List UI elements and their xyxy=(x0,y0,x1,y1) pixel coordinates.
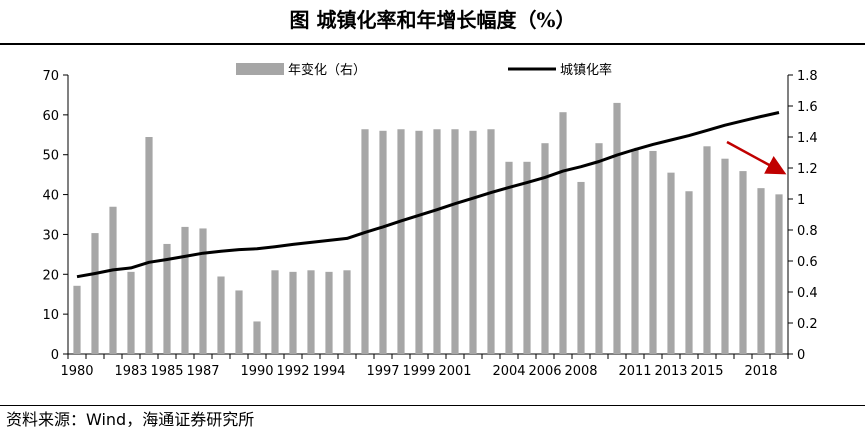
chart-title: 图 城镇化率和年增长幅度（%） xyxy=(289,8,576,32)
urbanization-chart: 0 10 20 30 40 50 60 70 0 0.2 0.4 0.6 0.8 1 1.2 1.4 1.6 1.… xyxy=(42,62,817,379)
bar xyxy=(235,290,243,354)
bar xyxy=(415,130,423,354)
right-tick-label: 0 xyxy=(797,348,805,363)
x-tick-label: 1987 xyxy=(186,364,219,379)
left-tick-label: 70 xyxy=(42,69,59,84)
bar xyxy=(613,102,621,355)
title-divider xyxy=(0,43,865,45)
x-tick-label: 1994 xyxy=(312,364,345,379)
right-tick-label: 1 xyxy=(797,193,805,208)
right-tick-label: 1.8 xyxy=(797,69,818,84)
bar xyxy=(433,129,441,354)
line-series xyxy=(76,111,780,279)
legend-label-line: 城镇化率 xyxy=(560,62,612,78)
x-tick-label: 2004 xyxy=(492,364,525,379)
legend-swatch-bar xyxy=(236,63,284,75)
bar xyxy=(541,143,549,354)
right-tick-label: 1.6 xyxy=(797,100,818,115)
chart-legend: 年变化（右） 城镇化率 xyxy=(236,62,612,78)
bar xyxy=(127,271,135,354)
source-divider xyxy=(0,405,865,406)
x-tick-label: 2008 xyxy=(564,364,597,379)
right-tick-label: 1.2 xyxy=(797,162,818,177)
bar xyxy=(163,243,171,354)
bar xyxy=(703,146,711,354)
x-tick-label: 1985 xyxy=(150,364,183,379)
right-tick-label: 0.2 xyxy=(797,317,818,332)
bar xyxy=(469,130,477,354)
x-tick-label: 1983 xyxy=(114,364,147,379)
x-tick-label: 1990 xyxy=(240,364,273,379)
left-tick-label: 40 xyxy=(42,189,59,204)
chart-annotations xyxy=(726,140,787,175)
bar xyxy=(505,161,513,354)
bar xyxy=(145,137,153,354)
bar xyxy=(343,270,351,354)
bar xyxy=(559,112,567,354)
bar xyxy=(685,191,693,354)
bar xyxy=(91,233,99,354)
right-tick-label: 0.8 xyxy=(797,224,818,239)
x-tick-label: 1992 xyxy=(276,364,309,379)
right-tick-label: 0.4 xyxy=(797,286,818,301)
bar xyxy=(721,158,729,354)
bar xyxy=(757,188,765,354)
red-arrow xyxy=(726,140,787,175)
bar xyxy=(739,171,747,354)
chart-axes: 0 10 20 30 40 50 60 70 0 0.2 0.4 0.6 0.8 1 1.2 1.4 1.6 1.… xyxy=(42,69,817,379)
bar xyxy=(289,271,297,354)
bar xyxy=(253,321,261,354)
source-note: 资料来源：Wind，海通证券研究所 xyxy=(6,410,255,429)
bar xyxy=(109,206,117,354)
x-tick-label: 2015 xyxy=(690,364,723,379)
bar xyxy=(361,129,369,354)
bar xyxy=(595,143,603,354)
bar xyxy=(307,270,315,354)
left-tick-label: 20 xyxy=(42,268,59,283)
bar xyxy=(73,285,81,354)
left-tick-label: 30 xyxy=(42,228,59,243)
bar xyxy=(523,161,531,354)
right-tick-label: 0.6 xyxy=(797,255,818,270)
bar xyxy=(217,276,225,354)
left-tick-label: 60 xyxy=(42,109,59,124)
bar xyxy=(271,270,279,354)
bar xyxy=(379,130,387,354)
bar xyxy=(667,172,675,354)
bar xyxy=(775,194,783,354)
bar xyxy=(631,149,639,354)
bar xyxy=(325,271,333,354)
bar xyxy=(199,228,207,354)
x-tick-label: 1999 xyxy=(402,364,435,379)
x-tick-label: 1997 xyxy=(366,364,399,379)
bar xyxy=(181,226,189,354)
right-tick-label: 1.4 xyxy=(797,131,818,146)
bar-series xyxy=(73,102,783,355)
x-tick-label: 2018 xyxy=(744,364,777,379)
x-tick-label: 2011 xyxy=(618,364,651,379)
legend-label-bar: 年变化（右） xyxy=(288,62,366,78)
left-tick-label: 0 xyxy=(51,348,59,363)
bar xyxy=(451,129,459,354)
left-tick-label: 10 xyxy=(42,308,59,323)
left-tick-label: 50 xyxy=(42,149,59,164)
x-tick-label: 2013 xyxy=(654,364,687,379)
x-tick-label: 2001 xyxy=(438,364,471,379)
bar xyxy=(577,181,585,354)
x-tick-label: 2006 xyxy=(528,364,561,379)
bar xyxy=(397,129,405,354)
bar xyxy=(649,150,657,354)
x-tick-label: 1980 xyxy=(60,364,93,379)
urbanization-rate-line xyxy=(76,111,780,279)
bar xyxy=(487,129,495,354)
